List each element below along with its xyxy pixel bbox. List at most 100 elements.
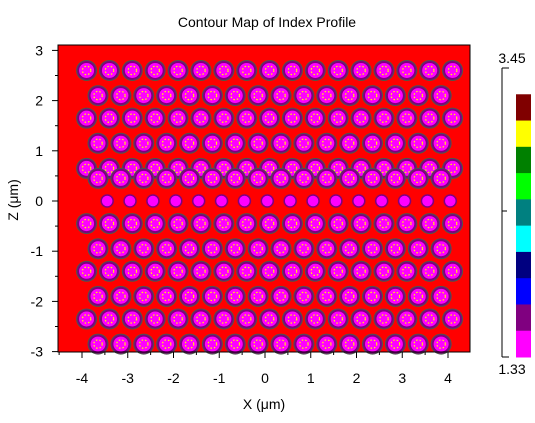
hole [144, 107, 166, 129]
hole [339, 167, 361, 189]
hole-core [209, 92, 216, 99]
hole-core [152, 268, 159, 275]
hole-core [323, 245, 330, 252]
hole-core [243, 67, 250, 74]
hole [213, 213, 235, 235]
hole [442, 260, 464, 282]
hole-core [106, 165, 113, 172]
hole [98, 59, 120, 81]
hole-dot-ring [173, 113, 183, 123]
hole-dot-ring [436, 173, 446, 184]
hole-core [266, 165, 273, 172]
hole [191, 194, 206, 208]
colorbar-segment [516, 68, 531, 95]
hole-dot-ring [150, 65, 160, 76]
hole-core [243, 165, 250, 172]
hole-small [146, 194, 160, 208]
hole-core [186, 340, 193, 348]
hole [87, 167, 109, 189]
hole-dot-ring [402, 266, 412, 277]
hole-core [335, 268, 342, 275]
hole [224, 285, 246, 307]
hole-core [232, 92, 239, 99]
hole-core [140, 293, 147, 300]
hole-core [174, 165, 182, 172]
hole-core [403, 114, 411, 122]
hole-core [174, 67, 182, 74]
hole-core [117, 293, 125, 300]
hole-core [129, 268, 136, 275]
hole [407, 132, 429, 154]
hole-dot-ring [93, 138, 103, 149]
hole-dot-ring [184, 243, 195, 254]
hole-core [380, 268, 388, 275]
hole-dot-ring [310, 163, 321, 174]
hole-core [277, 293, 285, 300]
hole-core [369, 245, 376, 252]
hole-core [243, 114, 250, 122]
colorbar-segment [516, 94, 531, 122]
hole-dot-ring [230, 339, 241, 349]
hole-dot-ring [379, 314, 389, 324]
hole-dot-ring [127, 163, 138, 174]
hole-core [415, 340, 422, 348]
hole [87, 333, 109, 355]
chart-title: Contour Map of Index Profile [178, 14, 356, 30]
hole [304, 59, 326, 81]
hole [110, 132, 132, 154]
hole-dot-ring [116, 90, 126, 101]
hole [430, 167, 452, 189]
hole-dot-ring [447, 163, 458, 174]
hole-dot-ring [356, 113, 366, 123]
plot-frame [57, 44, 471, 353]
hole [283, 194, 297, 208]
hole [144, 59, 166, 81]
hole [98, 308, 120, 330]
hole-core [129, 165, 136, 172]
hole-dot-ring [230, 90, 241, 101]
hole-dot-ring [436, 243, 446, 254]
hole-dot-ring [184, 173, 195, 184]
hole [190, 308, 212, 330]
hole-dot-ring [196, 314, 206, 324]
hole-core [83, 268, 90, 275]
hole [236, 107, 258, 129]
hole-dot-ring [379, 113, 389, 123]
hole [373, 107, 395, 129]
hole-core [94, 140, 102, 147]
hole-dot-ring [424, 163, 435, 174]
hole [373, 59, 395, 81]
hole-dot-ring [310, 314, 321, 324]
hole-core [403, 220, 411, 227]
hole-core [117, 92, 125, 99]
hole-dot-ring [93, 243, 103, 254]
hole-dot-ring [379, 163, 389, 174]
hole-core [254, 175, 262, 182]
hole [224, 333, 246, 355]
hole-core [209, 245, 216, 252]
hole-core [437, 245, 445, 252]
hole [430, 132, 452, 154]
hole-dot-ring [390, 291, 401, 302]
hole [443, 194, 458, 208]
hole [270, 132, 292, 154]
y-tick-label: -1 [31, 243, 44, 259]
hole-dot-ring [356, 314, 366, 324]
hole-core [174, 315, 182, 323]
hole [259, 260, 281, 282]
hole-dot-ring [207, 291, 218, 302]
hole-core [415, 293, 422, 300]
hole-core [312, 165, 319, 172]
hole-dot-ring [230, 243, 241, 254]
hole-core [335, 315, 342, 323]
hole-dot-ring [413, 138, 424, 149]
hole-dot-ring [344, 243, 355, 254]
hole-core [106, 220, 113, 227]
hole-dot-ring [424, 266, 435, 277]
hole [144, 308, 166, 330]
hole [316, 132, 338, 154]
hole-core [243, 268, 250, 275]
hole-core [83, 220, 90, 227]
hole-core [323, 293, 330, 300]
hole [350, 59, 372, 81]
